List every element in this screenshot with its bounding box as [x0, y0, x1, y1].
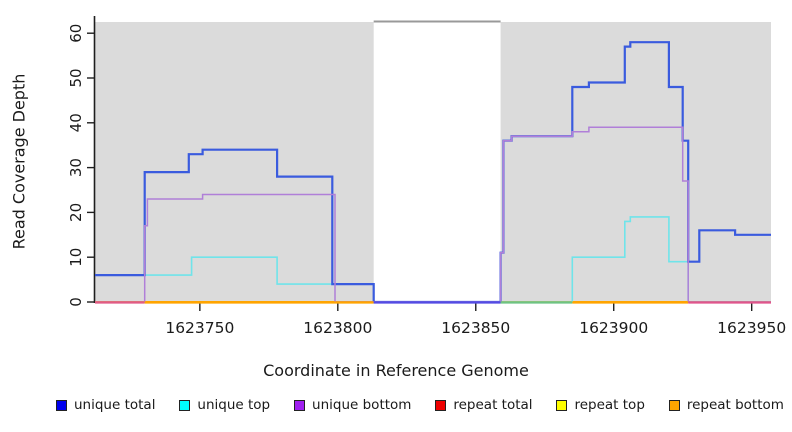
series-line-unique-bottom — [95, 126, 771, 303]
series-line-unique-top — [95, 216, 771, 303]
legend-label: unique top — [197, 397, 271, 413]
legend-swatch-icon — [668, 400, 680, 412]
legend-entry-unique-bottom: unique bottom — [294, 397, 412, 413]
x-tick-label: 1623950 — [717, 319, 786, 337]
x-tick-label: 1623900 — [579, 319, 648, 337]
y-tick-label: 30 — [67, 158, 85, 177]
y-tick-label: 20 — [67, 203, 85, 222]
legend-swatch-icon — [556, 400, 568, 412]
legend-swatch-icon — [294, 400, 306, 412]
y-tick-label: 50 — [67, 68, 85, 87]
y-tick-label: 40 — [67, 113, 85, 132]
legend-entry-unique-top: unique top — [179, 397, 271, 413]
y-tick-label: 60 — [67, 24, 85, 43]
y-axis-label: Read Coverage Depth — [9, 73, 29, 250]
legend-entry-repeat-bottom: repeat bottom — [668, 397, 784, 413]
legend-label: repeat top — [574, 397, 645, 413]
x-tick-label: 1623750 — [165, 319, 234, 337]
panel-region — [500, 22, 771, 303]
legend: unique total unique top unique bottom repea… — [56, 397, 784, 413]
panel-region — [95, 22, 374, 303]
legend-swatch-icon — [179, 400, 191, 412]
legend-swatch-icon — [435, 400, 447, 412]
legend-entry-repeat-total: repeat total — [435, 397, 533, 413]
legend-swatch-icon — [56, 400, 67, 412]
legend-label: unique bottom — [312, 397, 412, 413]
legend-entry-repeat-top: repeat top — [556, 397, 645, 413]
legend-entry-unique-total: unique total — [56, 397, 156, 413]
x-tick-label: 1623850 — [441, 319, 510, 337]
legend-label: unique total — [74, 397, 156, 413]
legend-label: repeat total — [453, 397, 533, 413]
y-tick-label: 0 — [67, 297, 85, 307]
x-axis-label: Coordinate in Reference Genome — [263, 361, 529, 380]
legend-label: repeat bottom — [686, 397, 784, 413]
y-tick-label: 10 — [67, 248, 85, 267]
x-tick-label: 1623800 — [303, 319, 372, 337]
